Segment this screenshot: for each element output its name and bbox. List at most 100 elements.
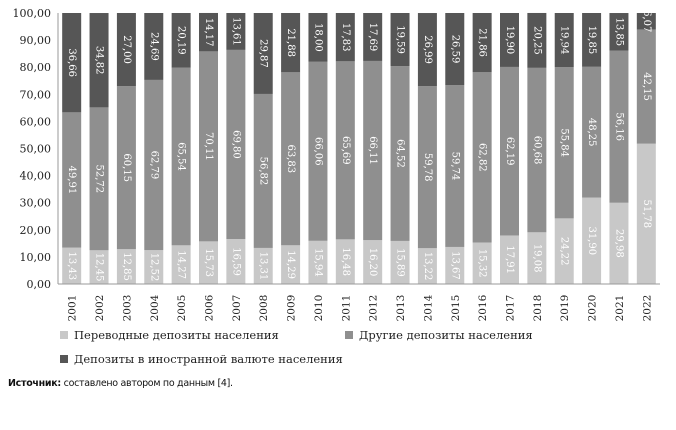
bar-segment-s1-2014	[417, 248, 437, 284]
data-label: 64,52	[395, 139, 406, 168]
data-label: 59,74	[449, 152, 460, 181]
bar-segment-s3-2015	[445, 13, 465, 86]
data-label: 18,00	[312, 23, 323, 52]
data-label: 19,59	[395, 25, 406, 54]
x-tick-label: 2007	[231, 295, 243, 322]
bar-segment-s3-2018	[527, 12, 547, 68]
data-label: 59,78	[422, 153, 433, 182]
x-tick-label: 2017	[505, 295, 517, 322]
data-label: 21,86	[477, 28, 488, 57]
x-tick-label: 2008	[258, 295, 270, 322]
data-label: 20,25	[531, 26, 542, 55]
data-label: 42,15	[641, 72, 652, 101]
bar-segment-s3-2020	[582, 13, 602, 67]
data-label: 20,19	[176, 26, 187, 55]
bar-segment-s3-2007	[226, 13, 246, 50]
data-label: 51,78	[641, 200, 652, 229]
bar-segment-s1-2020	[582, 197, 602, 284]
x-tick-label: 2010	[313, 295, 325, 322]
data-label: 36,66	[66, 48, 77, 77]
legend: Переводные депозиты населения Другие депо…	[60, 328, 533, 366]
x-tick-label: 2002	[94, 295, 106, 322]
bar-segment-s2-2014	[417, 86, 437, 249]
x-tick-label: 2020	[587, 295, 599, 322]
data-label: 26,99	[422, 35, 433, 64]
data-label: 60,68	[531, 136, 542, 165]
bar-segment-s1-2021	[609, 202, 629, 284]
x-tick-label: 2018	[532, 295, 544, 322]
bar-segment-s3-2005	[171, 13, 191, 68]
data-label: 56,82	[258, 157, 269, 186]
y-tick-label: 10,00	[20, 251, 52, 264]
data-label: 12,45	[94, 253, 105, 282]
bar-segment-s3-2003	[116, 13, 136, 87]
legend-entry: Депозиты в иностранной валюте населения	[74, 352, 343, 366]
y-tick-label: 100,00	[13, 7, 52, 20]
bar-segment-s2-2019	[554, 67, 574, 219]
x-tick-label: 2006	[204, 294, 216, 321]
bar-segment-s2-2003	[116, 86, 136, 250]
data-label: 52,72	[94, 165, 105, 194]
bar-segment-s2-2015	[445, 85, 465, 247]
bar-segment-s2-2022	[636, 29, 656, 144]
bar-segment-s3-2004	[144, 13, 164, 80]
x-tick-label: 2004	[149, 294, 161, 321]
data-label: 49,91	[66, 166, 77, 195]
data-label: 56,16	[613, 112, 624, 141]
data-label: 31,90	[586, 226, 597, 255]
data-label: 34,82	[94, 46, 105, 75]
bar-segment-s1-2001	[62, 247, 82, 284]
bar-segment-s2-2018	[527, 67, 547, 233]
legend-swatch	[345, 331, 353, 339]
bar-segment-s2-2012	[363, 60, 383, 241]
bar-segment-s1-2017	[500, 235, 519, 284]
bar-segment-s2-2008	[253, 93, 273, 248]
data-label: 62,19	[504, 137, 515, 166]
bar-segment-s3-2021	[609, 13, 629, 51]
bar-segment-s1-2003	[116, 249, 136, 284]
source-text: составлено автором по данным [4].	[63, 378, 233, 389]
x-tick-label: 2011	[340, 295, 352, 322]
bar-segment-s1-2022	[636, 143, 656, 284]
x-tick-label: 2003	[121, 295, 133, 322]
data-label: 13,31	[258, 252, 269, 281]
x-tick-label: 2016	[477, 294, 489, 321]
y-tick-label: 30,00	[20, 197, 52, 210]
bar-segment-s2-2007	[226, 49, 246, 240]
y-tick-label: 0,00	[27, 278, 52, 291]
bar-segment-s1-2010	[308, 240, 328, 284]
legend-swatch	[60, 331, 68, 339]
data-label: 24,22	[559, 237, 570, 266]
data-label: 13,61	[230, 17, 241, 46]
data-label: 17,69	[367, 23, 378, 52]
bar-segment-s2-2020	[582, 66, 602, 198]
bar-segment-s3-2013	[390, 13, 410, 67]
bar-segment-s2-2010	[308, 61, 328, 241]
data-label: 13,22	[422, 252, 433, 281]
data-label: 16,20	[367, 248, 378, 277]
data-label: 14,27	[176, 250, 187, 279]
data-label: 13,67	[449, 251, 460, 280]
x-tick-label: 2012	[368, 295, 380, 322]
y-tick-label: 60,00	[20, 115, 52, 128]
bar-segment-s3-2001	[62, 13, 82, 113]
bar-segment-s2-2011	[335, 61, 355, 240]
source-label: Источник:	[8, 378, 61, 389]
data-label: 26,59	[449, 35, 460, 64]
x-tick-label: 2015	[450, 295, 462, 322]
bar-segment-s3-2010	[308, 13, 328, 62]
data-label: 17,91	[504, 245, 515, 274]
legend-entry: Переводные депозиты населения	[74, 328, 279, 342]
data-label: 63,83	[285, 144, 296, 173]
data-label: 65,54	[176, 142, 187, 171]
data-label: 16,59	[230, 247, 241, 276]
data-label: 60,15	[121, 153, 132, 182]
bar-segment-s3-2022	[636, 13, 656, 30]
bar-segment-s3-2016	[472, 13, 492, 73]
bar-segment-s2-2017	[500, 66, 519, 236]
data-label: 66,11	[367, 136, 378, 165]
bar-segment-s3-2012	[363, 13, 383, 61]
bar-segment-s2-2005	[171, 67, 191, 246]
y-tick-label: 50,00	[20, 143, 52, 156]
legend-entry: Другие депозиты населения	[359, 328, 533, 342]
